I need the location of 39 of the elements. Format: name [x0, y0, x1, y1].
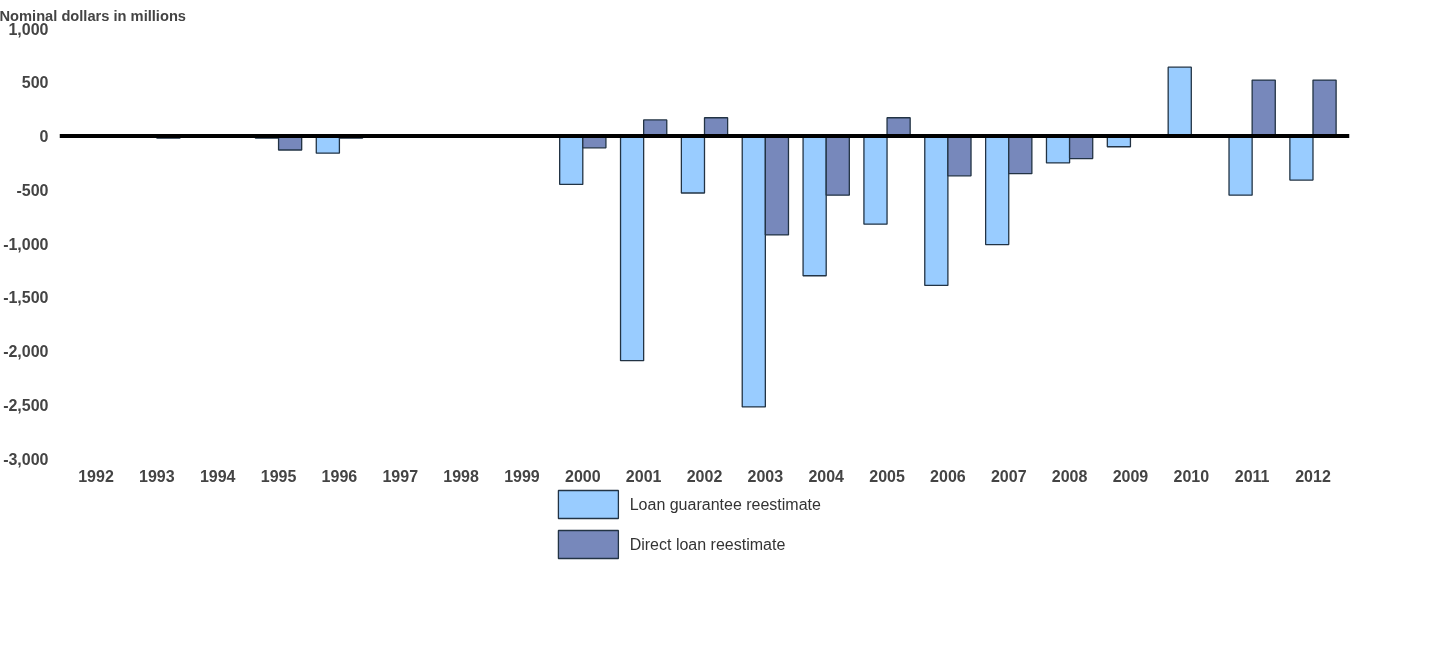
x-tick-label: 1999: [504, 467, 540, 485]
y-tick-label: -1,500: [3, 289, 49, 307]
bar: [1312, 79, 1337, 137]
x-tick-label: 1996: [321, 467, 358, 485]
x-tick-label: 1995: [260, 467, 297, 485]
x-tick-label: 1994: [199, 467, 236, 485]
legend-label: Loan guarantee reestimate: [629, 496, 822, 513]
x-tick-label: 1998: [443, 467, 479, 485]
x-tick-label: 2005: [869, 467, 905, 485]
x-tick-label: 2002: [686, 467, 723, 485]
x-tick-label: 2007: [990, 467, 1027, 485]
x-tick-label: 1993: [139, 467, 175, 485]
x-tick-label: 2004: [808, 467, 845, 485]
y-tick-label: -500: [16, 181, 49, 199]
bar: [1228, 135, 1253, 196]
x-tick-label: 2011: [1234, 467, 1270, 485]
x-tick-label: 2012: [1295, 467, 1331, 485]
bar: [863, 135, 888, 225]
y-tick-label: -2,000: [3, 343, 49, 360]
bar: [1289, 135, 1314, 181]
y-tick-label: -2,500: [3, 396, 49, 414]
bar: [619, 135, 645, 362]
x-tick-label: 2009: [1112, 467, 1149, 485]
x-tick-label: 2000: [565, 467, 601, 485]
x-tick-label: 1992: [78, 467, 114, 485]
x-tick-label: 2003: [747, 467, 784, 485]
y-tick-label: -1,000: [3, 235, 49, 253]
bar: [680, 135, 706, 194]
x-tick-label: 2006: [930, 467, 966, 485]
bar: [1167, 66, 1192, 137]
legend-label: Direct loan reestimate: [629, 536, 786, 553]
y-tick-label: 500: [21, 74, 49, 92]
x-tick-label: 1997: [382, 467, 419, 485]
x-tick-label: 2008: [1051, 467, 1088, 485]
y-tick-label: 0: [39, 128, 49, 145]
y-tick-label: -3,000: [3, 450, 49, 468]
bar: [1251, 79, 1276, 137]
x-tick-label: 2001: [625, 467, 662, 485]
x-tick-label: 2010: [1173, 467, 1210, 485]
